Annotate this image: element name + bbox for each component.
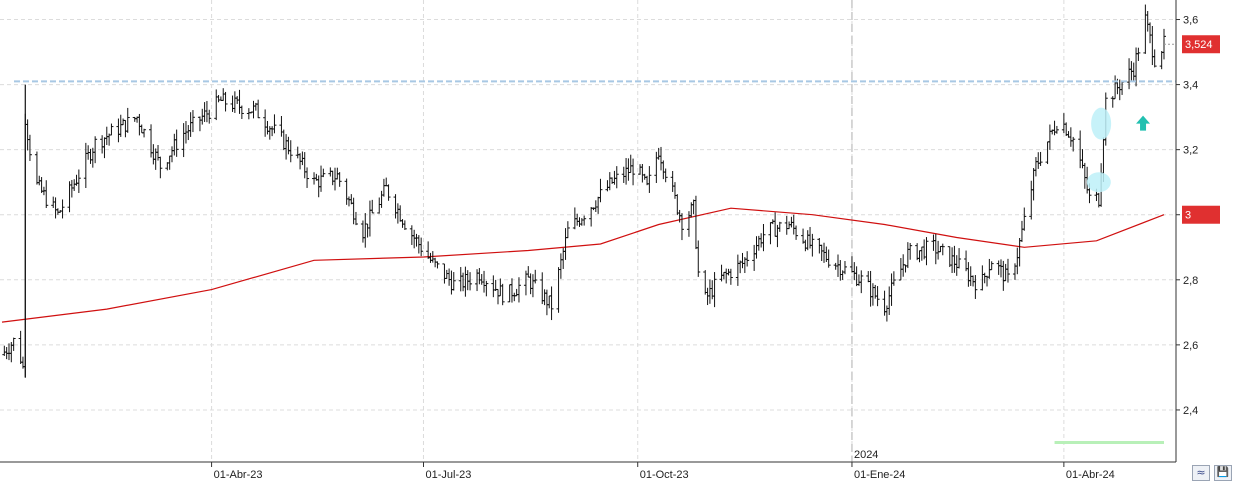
- y-tick-label: 3,2: [1183, 145, 1198, 157]
- x-tick-label: 01-Ene-24: [854, 469, 905, 481]
- ohlc-bars: [2, 4, 1166, 378]
- moving-average-line: [1, 207, 1165, 323]
- highlight-ellipse: [1086, 172, 1111, 193]
- y-tick-label: 3,4: [1183, 80, 1198, 92]
- highlight-ellipse: [1091, 107, 1112, 140]
- y-tick-label: 2,6: [1183, 340, 1198, 352]
- y-tick-label: 2,8: [1183, 275, 1198, 287]
- year-label: 2024: [854, 449, 878, 461]
- arrow-up-icon: [1136, 115, 1151, 131]
- moving-average: [1, 207, 1165, 323]
- x-tick-label: 01-Abr-23: [214, 469, 263, 481]
- last-price-badge: 3,524: [1185, 39, 1213, 51]
- scale-toggle-button[interactable]: ≈: [1192, 465, 1210, 481]
- reference-lines: [14, 43, 1176, 444]
- ma-value-badge-bg: [1182, 205, 1220, 224]
- x-tick-label: 01-Abr-24: [1066, 469, 1115, 481]
- save-button[interactable]: 💾: [1214, 465, 1232, 481]
- ma-value-badge: 3: [1185, 210, 1191, 222]
- x-tick-label: 01-Jul-23: [425, 469, 471, 481]
- annotations: [1086, 107, 1151, 193]
- y-tick-label: 3,6: [1183, 15, 1198, 27]
- grid: [0, 0, 1176, 462]
- y-tick-label: 2,4: [1183, 405, 1198, 417]
- last-price-badge-bg: [1182, 35, 1220, 54]
- x-tick-label: 01-Oct-23: [640, 469, 689, 481]
